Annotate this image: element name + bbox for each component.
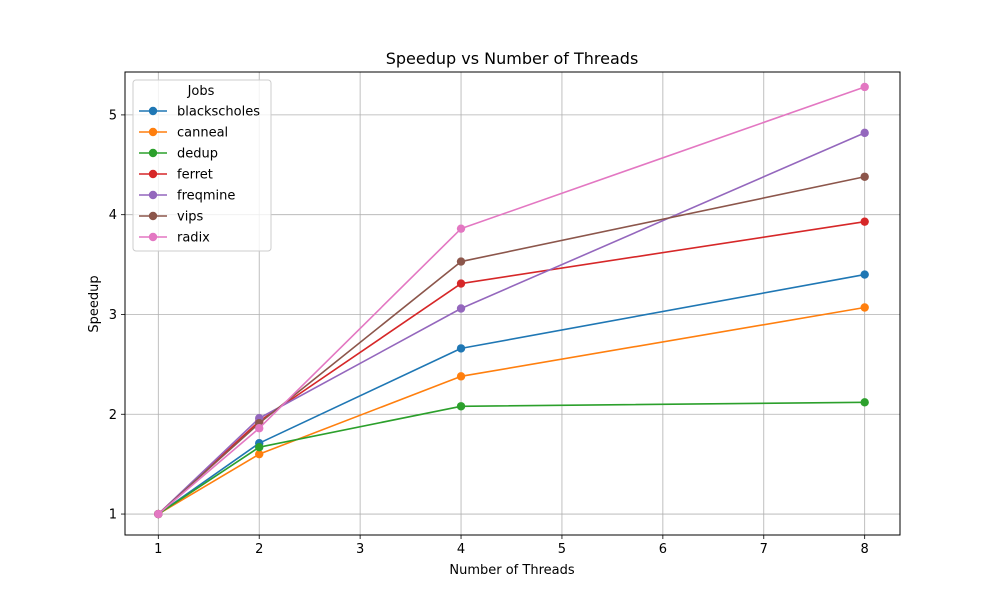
data-point-blackscholes [456, 344, 466, 353]
data-point-vips [860, 172, 869, 181]
data-point-ferret [860, 217, 869, 226]
chart-title: Speedup vs Number of Threads [386, 49, 639, 68]
series-radix [154, 82, 869, 519]
series-line-vips [157, 175, 865, 515]
y-tick-label: 3 [109, 308, 117, 323]
legend-swatch-marker [148, 148, 158, 158]
series-line-freqmine [157, 132, 865, 515]
legend-box [132, 79, 272, 252]
series-line-dedup [157, 401, 865, 515]
legend-label: radix [177, 231, 210, 246]
legend-label: freqmine [177, 189, 235, 204]
legend-label: blackscholes [177, 105, 260, 120]
x-tick-label: 8 [861, 542, 869, 557]
legend-swatch-marker [148, 232, 158, 242]
x-tick-label: 7 [760, 542, 768, 557]
data-point-dedup [255, 442, 264, 452]
legend-label: canneal [177, 126, 228, 141]
data-point-freqmine [860, 128, 869, 138]
legend-label: vips [177, 210, 204, 225]
data-point-radix [154, 509, 163, 519]
y-tick-label: 5 [109, 108, 117, 123]
legend-swatch-marker [148, 127, 158, 137]
series-line-radix [157, 86, 865, 515]
y-axis-label: Speedup [87, 275, 102, 332]
y-tick-label: 1 [109, 508, 117, 523]
data-point-blackscholes [860, 270, 869, 279]
x-tick-label: 1 [154, 542, 162, 557]
legend-swatch-marker [148, 106, 158, 116]
legend-swatch-marker [148, 169, 158, 179]
data-point-radix [456, 224, 466, 233]
data-point-canneal [255, 449, 264, 459]
data-point-ferret [456, 279, 466, 288]
grid [125, 72, 900, 535]
series-line-blackscholes [157, 273, 865, 515]
x-axis-label: Number of Threads [449, 563, 574, 578]
x-tick-label: 3 [356, 542, 364, 557]
plot-frame [124, 71, 901, 536]
data-point-radix [255, 424, 264, 433]
legend-label: ferret [177, 168, 213, 183]
data-point-freqmine [456, 304, 466, 313]
data-point-radix [860, 82, 869, 92]
legend-label: dedup [177, 147, 218, 162]
data-point-canneal [860, 303, 869, 312]
y-tick-label: 2 [109, 408, 117, 423]
data-point-dedup [456, 402, 466, 411]
legend-title: Jobs [187, 84, 215, 99]
legend-swatch-marker [148, 190, 158, 200]
data-point-vips [456, 257, 466, 266]
axis-ticks: 1 2 3 4 5 6 7 8 1 2 3 4 5 [109, 108, 869, 557]
data-point-dedup [860, 398, 869, 407]
x-tick-label: 5 [558, 542, 566, 557]
data-point-canneal [456, 372, 466, 381]
x-tick-label: 2 [255, 542, 263, 557]
series-line-canneal [157, 306, 865, 515]
x-tick-label: 4 [457, 542, 465, 557]
legend: Jobs blackscholes canneal dedup ferret freqm… [132, 79, 272, 252]
series-group [154, 82, 869, 519]
x-tick-label: 6 [659, 542, 667, 557]
legend-swatch-marker [148, 211, 158, 221]
y-tick-label: 4 [109, 208, 117, 223]
